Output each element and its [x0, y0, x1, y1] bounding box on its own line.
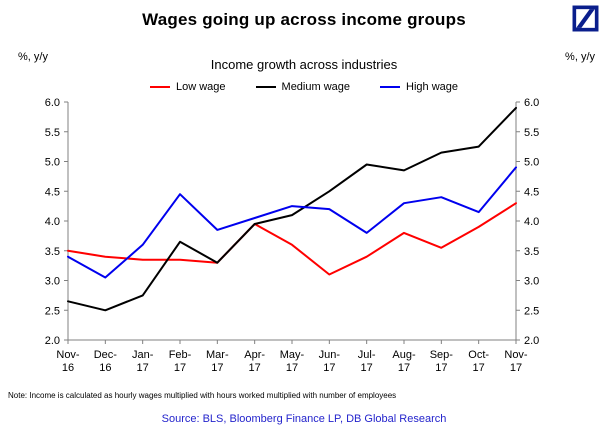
- svg-text:4.0: 4.0: [524, 216, 539, 228]
- svg-text:Aug-: Aug-: [392, 349, 416, 361]
- svg-text:17: 17: [473, 362, 485, 374]
- svg-text:May-: May-: [280, 349, 305, 361]
- svg-text:4.0: 4.0: [45, 216, 60, 228]
- svg-text:5.5: 5.5: [524, 127, 539, 139]
- legend-swatch: [380, 86, 401, 88]
- source-text: Source: BLS, Bloomberg Finance LP, DB Gl…: [161, 413, 447, 425]
- svg-text:16: 16: [62, 362, 74, 374]
- svg-text:17: 17: [510, 362, 522, 374]
- svg-text:2.0: 2.0: [45, 335, 60, 347]
- svg-text:Jul-: Jul-: [358, 349, 376, 361]
- svg-text:2.5: 2.5: [524, 305, 539, 317]
- legend-swatch: [255, 86, 276, 88]
- series-line-low-wage: [67, 202, 517, 276]
- svg-text:17: 17: [435, 362, 447, 374]
- chart-legend: Low wage Medium wage High wage: [0, 81, 608, 93]
- svg-text:Mar-: Mar-: [206, 349, 229, 361]
- svg-text:17: 17: [361, 362, 373, 374]
- svg-text:Jan-: Jan-: [132, 349, 154, 361]
- deutsche-bank-logo-icon: [572, 5, 599, 32]
- svg-text:17: 17: [398, 362, 410, 374]
- page-title: Wages going up across income groups: [142, 10, 466, 29]
- note-text: Note: Income is calculated as hourly wag…: [8, 391, 397, 400]
- svg-text:4.5: 4.5: [45, 186, 60, 198]
- svg-text:17: 17: [174, 362, 186, 374]
- svg-text:Oct-: Oct-: [468, 349, 489, 361]
- chart-title: Income growth across industries: [210, 57, 398, 72]
- legend-label: Low wage: [175, 81, 226, 93]
- svg-text:17: 17: [323, 362, 335, 374]
- svg-text:Dec-: Dec-: [94, 349, 118, 361]
- svg-text:Nov-: Nov-: [56, 349, 80, 361]
- svg-text:Sep-: Sep-: [430, 349, 454, 361]
- legend-item-low-wage: Low wage: [149, 81, 226, 93]
- chart-plot: 2.0 2.0 2.5 2.5 3.0 3.0 3.5 3.5 4.0 4.0 4.5 4.5 5.0 5…: [45, 97, 540, 374]
- svg-text:3.5: 3.5: [45, 246, 60, 258]
- svg-text:17: 17: [211, 362, 223, 374]
- legend-item-medium-wage: Medium wage: [255, 81, 351, 93]
- svg-text:3.0: 3.0: [524, 276, 539, 288]
- series-line-high-wage: [67, 166, 517, 279]
- svg-text:4.5: 4.5: [524, 186, 539, 198]
- svg-text:3.5: 3.5: [524, 246, 539, 258]
- y-axis-unit-left: %, y/y: [18, 51, 48, 63]
- series-line-medium-wage: [67, 106, 517, 312]
- svg-text:2.0: 2.0: [524, 335, 539, 347]
- svg-text:5.0: 5.0: [45, 157, 60, 169]
- svg-text:3.0: 3.0: [45, 276, 60, 288]
- svg-text:2.5: 2.5: [45, 305, 60, 317]
- svg-text:5.5: 5.5: [45, 127, 60, 139]
- svg-text:Jun-: Jun-: [319, 349, 341, 361]
- y-axis-unit-right: %, y/y: [565, 51, 595, 63]
- legend-label: Medium wage: [281, 81, 351, 93]
- svg-text:Nov-: Nov-: [504, 349, 528, 361]
- legend-label: High wage: [406, 81, 458, 93]
- svg-text:Feb-: Feb-: [169, 349, 192, 361]
- svg-text:17: 17: [286, 362, 298, 374]
- svg-text:17: 17: [249, 362, 261, 374]
- svg-text:6.0: 6.0: [45, 97, 60, 109]
- svg-text:17: 17: [137, 362, 149, 374]
- legend-swatch: [149, 86, 170, 88]
- svg-text:Apr-: Apr-: [244, 349, 265, 361]
- svg-text:16: 16: [99, 362, 111, 374]
- legend-item-high-wage: High wage: [380, 81, 458, 93]
- svg-text:6.0: 6.0: [524, 97, 539, 109]
- svg-text:5.0: 5.0: [524, 157, 539, 169]
